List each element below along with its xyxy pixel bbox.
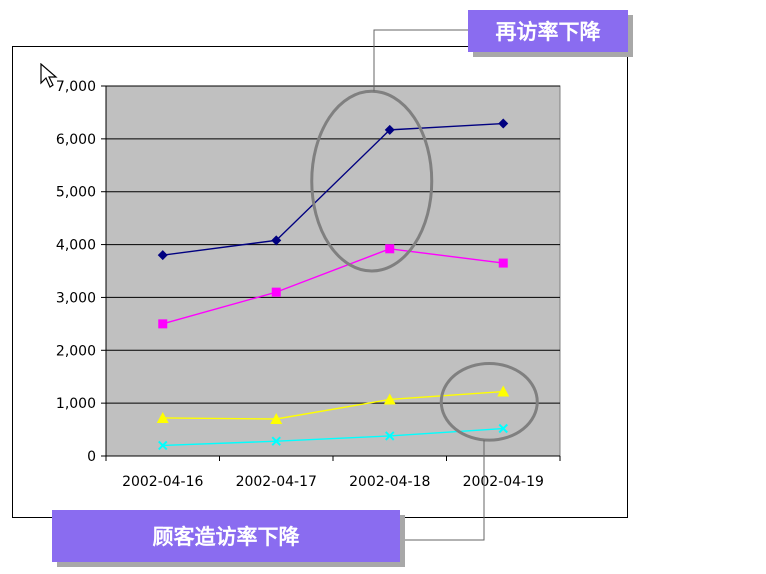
y-tick-label: 1,000 bbox=[56, 396, 96, 412]
leader-line-top bbox=[373, 29, 468, 92]
callout-bottom-label: 顾客造访率下降 bbox=[152, 525, 300, 549]
series-line-4 bbox=[162, 427, 504, 447]
y-tick-label: 2,000 bbox=[56, 343, 96, 359]
y-tick-label: 6,000 bbox=[56, 132, 96, 148]
series-2-point bbox=[271, 287, 281, 297]
mouse-cursor-icon bbox=[40, 63, 58, 88]
highlight-ellipse-1 bbox=[310, 89, 434, 273]
series-line-1 bbox=[162, 122, 504, 256]
y-tick-label: 7,000 bbox=[56, 79, 96, 95]
series-4-point bbox=[158, 440, 168, 451]
y-tick-label: 0 bbox=[87, 449, 96, 465]
leader-line-bottom bbox=[400, 440, 485, 541]
y-tick-label: 4,000 bbox=[56, 238, 96, 254]
callout-revisit-rate-down: 再访率下降 bbox=[468, 10, 628, 52]
series-line-3 bbox=[162, 390, 504, 420]
series-2-point bbox=[158, 319, 168, 329]
highlight-ellipse-2 bbox=[439, 362, 539, 442]
series-1-point bbox=[271, 235, 282, 246]
series-4-point bbox=[498, 423, 508, 434]
x-tick-label: 2002-04-17 bbox=[236, 474, 317, 490]
series-line-2 bbox=[162, 248, 504, 325]
callout-visit-rate-down: 顾客造访率下降 bbox=[52, 510, 400, 562]
series-3-point bbox=[156, 411, 169, 423]
callout-top-label: 再访率下降 bbox=[495, 20, 601, 44]
series-1-point bbox=[157, 250, 168, 261]
y-tick-label: 5,000 bbox=[56, 185, 96, 201]
series-3-point bbox=[497, 385, 510, 397]
series-2-point bbox=[385, 244, 395, 254]
series-1-point bbox=[384, 124, 395, 135]
y-tick-label: 3,000 bbox=[56, 290, 96, 306]
series-2-point bbox=[498, 258, 508, 268]
x-tick-label: 2002-04-18 bbox=[349, 474, 430, 490]
series-3-point bbox=[383, 393, 396, 405]
x-tick-label: 2002-04-19 bbox=[463, 474, 544, 490]
series-4-point bbox=[385, 431, 395, 441]
x-tick-label: 2002-04-16 bbox=[122, 474, 203, 490]
series-4-point bbox=[271, 436, 281, 446]
series-1-point bbox=[498, 118, 509, 129]
series-3-point bbox=[270, 413, 283, 424]
